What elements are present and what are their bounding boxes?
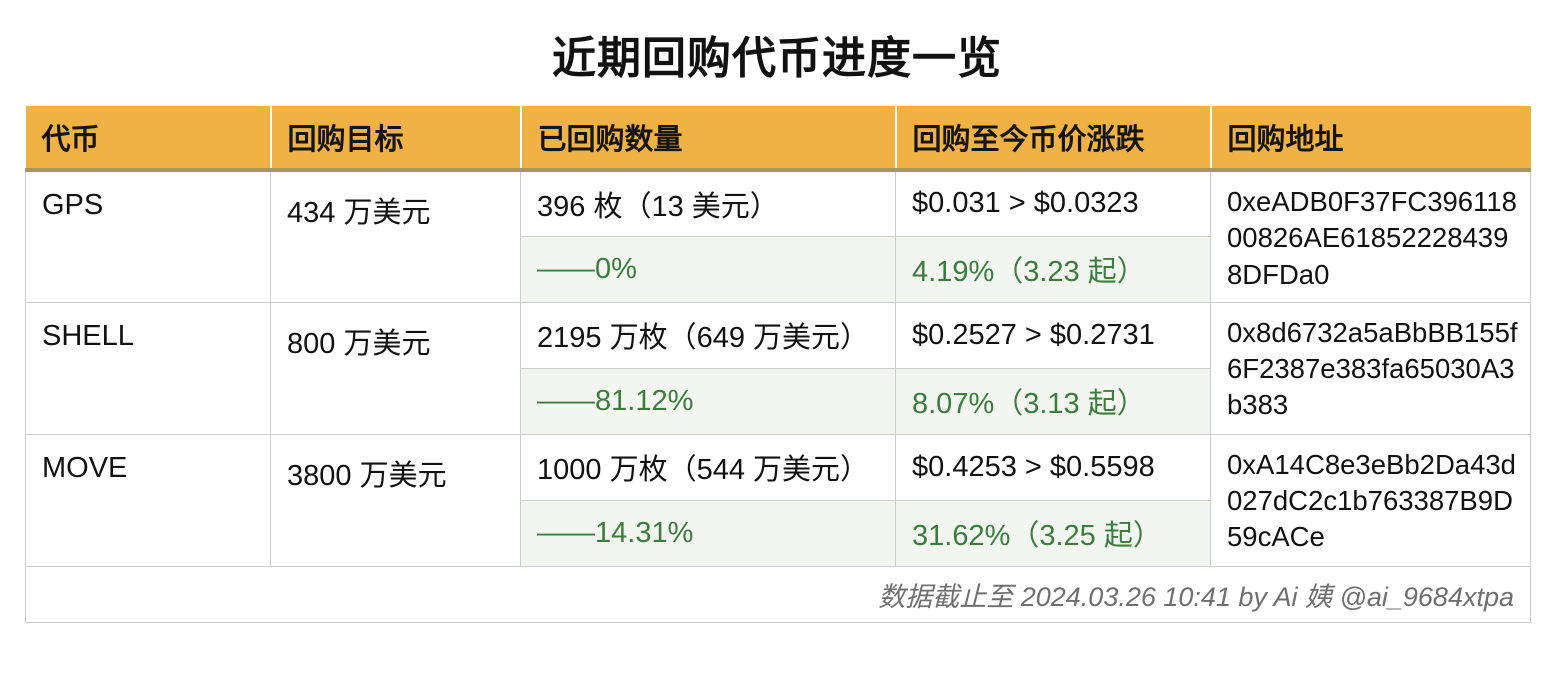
repurchased-amount-value: 1000 万枚（544 万美元）: [520, 433, 896, 501]
header-token: 代币: [25, 106, 272, 172]
header-buyback-address: 回购地址: [1210, 106, 1531, 172]
table-row-shell-main: SHELL 800 万美元 2195 万枚（649 万美元） $0.2527 >…: [25, 301, 1531, 435]
buyback-progress-percent: ——14.31%: [520, 499, 896, 567]
buyback-progress-percent: ——0%: [520, 235, 896, 303]
price-gain-percent: 31.62%（3.25 起）: [895, 499, 1211, 567]
token-name: SHELL: [25, 301, 271, 435]
price-gain-percent: 8.07%（3.13 起）: [895, 367, 1211, 435]
header-price-change: 回购至今币价涨跌: [895, 106, 1212, 172]
buyback-progress-table: 代币 回购目标 已回购数量 回购至今币价涨跌 回购地址 GPS 434 万美元 …: [25, 106, 1531, 623]
repurchased-amount-value: 396 枚（13 美元）: [520, 169, 896, 237]
repurchased-amount-value: 2195 万枚（649 万美元）: [520, 301, 896, 369]
table-row-gps-main: GPS 434 万美元 396 枚（13 美元） $0.031 > $0.032…: [25, 169, 1531, 303]
buyback-address-value: 0xeADB0F37FC39611800826AE618522284398DFD…: [1210, 169, 1531, 303]
token-name: GPS: [25, 169, 271, 303]
buyback-progress-percent: ——81.12%: [520, 367, 896, 435]
table-body: GPS 434 万美元 396 枚（13 美元） $0.031 > $0.032…: [25, 169, 1531, 623]
buyback-address-value: 0x8d6732a5aBbBB155f6F2387e383fa65030A3b3…: [1210, 301, 1531, 435]
price-change-value: $0.031 > $0.0323: [895, 169, 1211, 237]
table-header: 代币 回购目标 已回购数量 回购至今币价涨跌 回购地址: [25, 106, 1531, 172]
table-row-gps-sub: ——0% 4.19%（3.23 起）: [26, 235, 1531, 303]
buyback-target-value: 800 万美元: [270, 301, 521, 435]
price-change-value: $0.2527 > $0.2731: [895, 301, 1211, 369]
data-source-caption: 数据截止至 2024.03.26 10:41 by Ai 姨 @ai_9684x…: [25, 565, 1531, 623]
price-gain-percent: 4.19%（3.23 起）: [895, 235, 1211, 303]
header-buyback-target: 回购目标: [270, 106, 522, 172]
table-row-move-main: MOVE 3800 万美元 1000 万枚（544 万美元） $0.4253 >…: [25, 433, 1531, 567]
table-row-footer: 数据截止至 2024.03.26 10:41 by Ai 姨 @ai_9684x…: [25, 565, 1531, 623]
table-row-shell-sub: ——81.12% 8.07%（3.13 起）: [26, 367, 1531, 435]
buyback-address-value: 0xA14C8e3eBb2Da43d027dC2c1b763387B9D59cA…: [1210, 433, 1531, 567]
table-row-move-sub: ——14.31% 31.62%（3.25 起）: [26, 499, 1531, 567]
buyback-target-value: 3800 万美元: [270, 433, 521, 567]
token-name: MOVE: [25, 433, 271, 567]
header-repurchased-amount: 已回购数量: [520, 106, 897, 172]
header-row: 代币 回购目标 已回购数量 回购至今币价涨跌 回购地址: [25, 106, 1531, 172]
page-title: 近期回购代币进度一览: [552, 34, 1002, 83]
buyback-target-value: 434 万美元: [270, 169, 521, 303]
price-change-value: $0.4253 > $0.5598: [895, 433, 1211, 501]
